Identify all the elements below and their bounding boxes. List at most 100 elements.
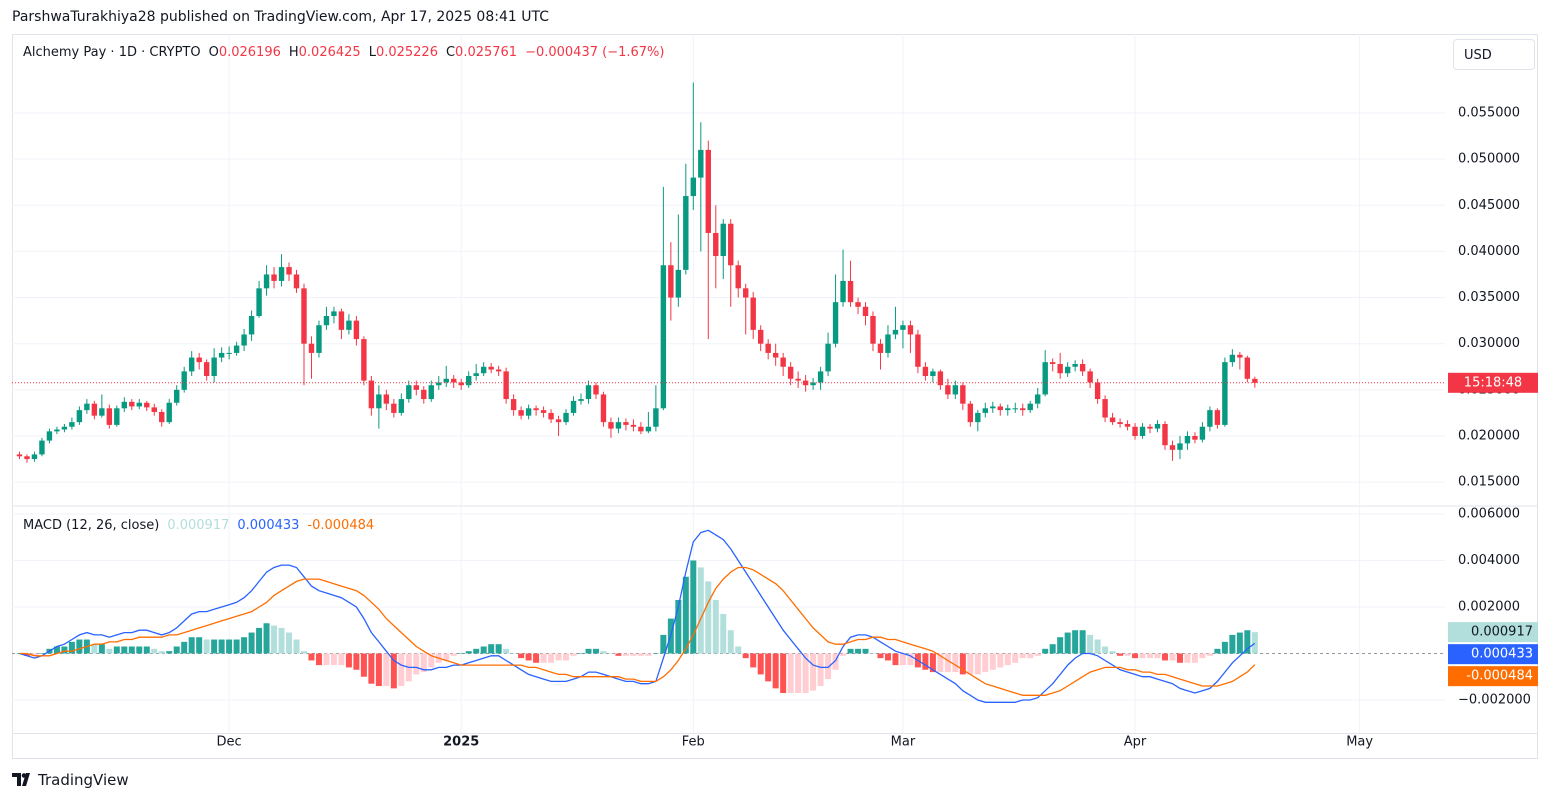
brand-logo	[12, 773, 30, 786]
histogram-bar	[360, 653, 367, 677]
histogram-bar	[166, 651, 173, 654]
histogram-bar	[271, 625, 278, 654]
x-tick-label: Dec	[217, 735, 242, 750]
histogram-bar	[458, 653, 465, 654]
candle-body	[46, 431, 53, 441]
histogram-bar	[607, 653, 614, 654]
currency-button[interactable]: USD	[1453, 39, 1535, 70]
candle-body	[174, 389, 180, 403]
candle-body	[787, 366, 794, 379]
histogram-bar	[61, 646, 68, 654]
candle-body	[428, 385, 434, 400]
candle-body	[540, 410, 547, 413]
histogram-bar	[323, 653, 330, 666]
histogram-bar	[203, 639, 210, 654]
histogram-bar	[697, 567, 704, 654]
last-price-box	[1448, 372, 1538, 393]
candle-body	[368, 380, 375, 409]
candle-body	[1192, 435, 1198, 440]
candle-body	[316, 325, 322, 353]
histogram-bar	[997, 653, 1004, 668]
histogram-bar	[330, 653, 337, 666]
candle-body	[765, 343, 771, 353]
histogram-bar	[967, 653, 974, 675]
histogram-bar	[263, 623, 270, 654]
histogram-bar	[922, 653, 929, 670]
histogram-bar	[600, 651, 607, 654]
candle-body	[1072, 363, 1078, 367]
histogram-bar	[1117, 653, 1124, 656]
candle-body	[892, 329, 899, 335]
candle-body	[1079, 363, 1086, 372]
histogram-bar	[465, 651, 472, 654]
histogram-bar	[862, 648, 869, 654]
candle-body	[39, 440, 45, 455]
histogram-bar	[510, 653, 517, 654]
candle-body	[855, 302, 861, 307]
histogram-bar	[196, 637, 203, 654]
candle-body	[1094, 382, 1101, 400]
candle-body	[488, 366, 494, 370]
histogram-bar	[420, 653, 427, 673]
candle-body	[1027, 403, 1033, 411]
histogram-bar	[315, 653, 322, 666]
histogram-bar	[1064, 632, 1071, 654]
histogram-bar	[645, 653, 652, 656]
histogram-bar	[338, 653, 345, 666]
histogram-bar	[810, 653, 817, 691]
ohlc-value: 0.026425	[298, 45, 361, 60]
candle-body	[151, 407, 157, 412]
histogram-bar	[121, 646, 128, 654]
histogram-bar	[1012, 653, 1019, 663]
candle-body	[870, 316, 876, 344]
ohlc-letter: H	[288, 45, 299, 60]
histogram-bar	[181, 641, 188, 654]
candle-body	[862, 306, 869, 317]
candle-body	[690, 177, 697, 197]
histogram-bar	[690, 560, 697, 654]
histogram-bar	[757, 653, 764, 675]
histogram-bar	[38, 653, 45, 654]
histogram-bar	[278, 627, 285, 654]
histogram-bar	[787, 653, 794, 694]
candle-body	[1102, 399, 1108, 418]
candle-body	[91, 403, 98, 416]
histogram-bar	[1169, 653, 1176, 661]
histogram-bar	[847, 648, 854, 654]
candle-body	[660, 265, 667, 409]
candle-body	[1124, 423, 1131, 427]
histogram-bar	[1042, 648, 1049, 654]
histogram-bar	[1161, 653, 1168, 661]
candle-body	[1214, 410, 1221, 425]
histogram-value-label: 0.000917	[1471, 625, 1533, 640]
histogram-bar	[1236, 632, 1243, 654]
candle-body	[735, 265, 741, 289]
candle-body	[361, 339, 367, 381]
candle-body	[308, 343, 315, 353]
histogram-bar	[293, 639, 300, 654]
signal-value: -0.000484	[307, 518, 375, 533]
candle-body	[443, 378, 449, 383]
candle-body	[31, 454, 38, 460]
chart-frame	[12, 34, 1538, 759]
histogram-bar	[989, 653, 996, 670]
histogram-bar	[76, 639, 83, 654]
histogram-bar	[1206, 653, 1213, 656]
histogram-bar	[1087, 634, 1094, 654]
candle-body	[451, 378, 457, 383]
candle-body	[900, 325, 906, 330]
histogram-bar	[158, 651, 165, 654]
histogram-bar	[241, 637, 248, 654]
price-change: −0.000437 (−1.67%)	[525, 45, 665, 60]
y-tick-label: 0.045000	[1458, 198, 1520, 213]
histogram-bar	[982, 653, 989, 673]
histogram-bar	[308, 653, 315, 661]
candle-body	[1177, 443, 1183, 450]
candle-body	[653, 408, 659, 427]
y-tick-label: −0.002000	[1458, 692, 1531, 707]
candle-body	[832, 302, 839, 344]
histogram-bar	[450, 653, 457, 656]
candle-body	[406, 385, 412, 400]
y-tick-label: 0.020000	[1458, 428, 1520, 443]
